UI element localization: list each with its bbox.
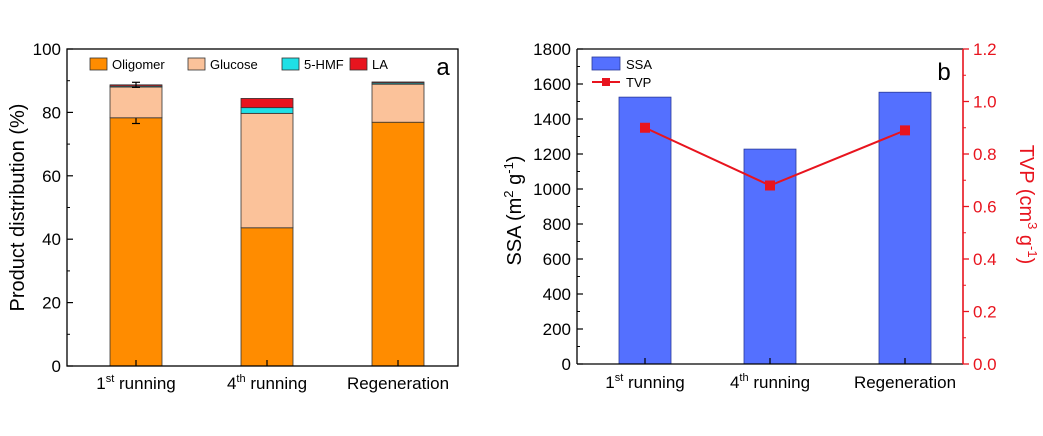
bar-glucose-0 [109,86,163,119]
y-left-tick-label: 1600 [533,75,571,94]
x-tick-label-base: Regeneration [347,374,449,393]
x-tick-label-sup: st [615,372,624,384]
y-tick-label: 80 [42,103,61,122]
y-left-tick-label: 200 [543,320,571,339]
y-tick-label: 20 [42,294,61,313]
y-left-tick-label: 400 [543,285,571,304]
x-tick-label-base: 1 [96,374,105,393]
legend-swatch-glucose [187,57,206,71]
point-tvp-0 [640,122,650,133]
y-left-tick-label: 800 [543,215,571,234]
axis-label-part: ) [504,156,526,163]
legend-swatch-ssa [591,56,621,71]
legend-marker-tvp [602,78,610,86]
point-tvp-1 [765,180,775,191]
y-left-tick-label: 1800 [533,40,571,59]
y-right-tick-label: 0.4 [973,250,997,269]
y-right-tick-label: 0.2 [973,303,997,322]
y-left-tick-label: 1200 [533,145,571,164]
x-tick-label-sup: th [739,372,748,384]
x-tick-label-1: 4th running [227,373,307,393]
y-tick-label: 60 [42,167,61,186]
bar-la-2 [371,81,425,84]
bar-oligomer-0 [109,117,163,367]
x-tick-label-2: Regeneration [854,373,956,392]
y-right-axis-label: TVP (cm3 g-1) [1015,145,1040,265]
bar-oligomer-1 [240,227,294,367]
legend-label-5-hmf: 5-HMF [304,57,344,72]
y-left-tick-label: 0 [562,355,571,374]
legend-label-tvp: TVP [626,75,651,90]
x-tick-label-0: 1st running [96,373,175,393]
axis-label-sup: 2 [501,190,516,197]
x-tick-label-base: 1 [605,373,614,392]
axis-label-part: ) [1015,258,1037,265]
bar-5-hmf-1 [240,107,294,114]
panel-b-ssa-tvp: 0 200 400 600 800 1000 1200 1400 1600 1800 0.0 0.2 0… [501,40,1040,392]
x-tick-label-sup: st [106,373,115,385]
bar-glucose-2 [371,83,425,123]
panel-letter-b: b [937,59,950,86]
axis-label-sup: -1 [1025,246,1040,258]
legend-swatch-oligomer [89,57,108,71]
x-tick-label-sup: th [236,373,245,385]
y-left-tick-label: 1000 [533,180,571,199]
y-right-tick-label: 0.6 [973,198,997,217]
x-tick-label-1: 4th running [730,372,810,392]
x-tick-label-rest: running [114,374,175,393]
y-tick-label: 40 [42,230,61,249]
legend-label-ssa: SSA [626,57,652,72]
x-tick-label-rest: running [623,373,684,392]
bar-oligomer-2 [371,121,425,367]
y-tick-label: 0 [52,357,61,376]
axis-label-part: g [1015,229,1037,246]
x-tick-label-base: 4 [730,373,739,392]
bar-ssa-2 [878,91,932,365]
axis-label-sup: 3 [1025,222,1040,229]
legend-label-oligomer: Oligomer [112,57,165,72]
y-right-tick-label: 0.8 [973,145,997,164]
point-tvp-2 [900,125,910,136]
legend-label-la: LA [372,57,388,72]
axis-label-part: TVP (cm [1015,145,1037,222]
y-right-tick-label: 1.0 [973,93,997,112]
y-left-tick-label: 1400 [533,110,571,129]
y-right-tick-label: 0.0 [973,355,997,374]
x-tick-label-rest: running [749,373,810,392]
axis-label-sup: -1 [501,162,516,174]
y-left-axis-label: SSA (m2 g-1) [501,156,526,266]
y-axis-label: Product distribution (%) [7,104,29,312]
x-tick-label-base: 4 [227,374,236,393]
axis-label-part: SSA (m [504,198,526,266]
y-left-tick-label: 600 [543,250,571,269]
bar-la-1 [240,98,294,109]
y-right-tick-label: 1.2 [973,40,997,59]
x-tick-label-0: 1st running [605,372,684,392]
x-tick-label-rest: running [246,374,307,393]
legend-swatch-5-hmf [281,57,300,71]
x-tick-label-2: Regeneration [347,374,449,393]
panel-letter-a: a [436,54,450,81]
legend-label-glucose: Glucose [210,57,258,72]
x-tick-label-base: Regeneration [854,373,956,392]
axis-label-part: g [504,174,526,191]
y-tick-label: 100 [33,40,61,59]
legend-swatch-la [349,57,368,71]
bar-glucose-1 [240,112,294,229]
